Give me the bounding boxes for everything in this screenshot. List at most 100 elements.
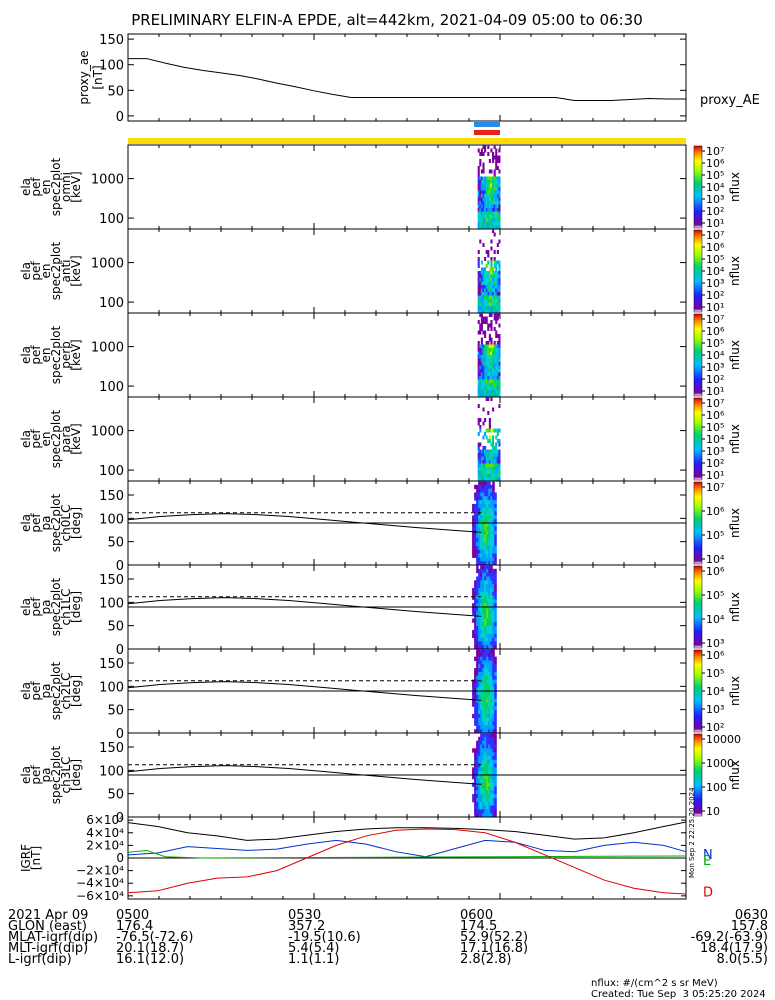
heatmap-cell (490, 372, 493, 377)
heatmap-cell (490, 393, 493, 398)
heatmap-cell (484, 358, 487, 363)
heatmap-cell (484, 295, 487, 300)
y-tick-label: 0 (116, 811, 124, 826)
heatmap-cell (487, 225, 490, 230)
heatmap-cell (476, 656, 479, 661)
heatmap-cell (495, 278, 498, 282)
heatmap-cell (478, 698, 481, 703)
colorbar-tick-label: 10⁴ (706, 181, 725, 194)
heatmap-cell (485, 292, 488, 296)
heatmap-cell (486, 503, 489, 509)
heatmap-cell (484, 645, 487, 650)
heatmap-cell (490, 299, 493, 303)
heatmap-cell (487, 344, 490, 349)
heatmap-cell (496, 166, 499, 170)
heatmap-cell (494, 503, 497, 509)
colorbar-tick-label: 10¹ (706, 469, 724, 482)
heatmap-cell (485, 477, 488, 482)
heatmap-cell (476, 675, 479, 681)
heatmap-cell (485, 344, 488, 349)
heatmap-cell (492, 755, 495, 761)
heatmap-cell (496, 306, 499, 310)
heatmap-cell (476, 801, 479, 807)
plot-timestamp: Mon Sep 2 22:25:20 2024 (688, 787, 696, 878)
heatmap-cell (474, 683, 477, 688)
y-tick-label: 4×10⁴ (86, 826, 124, 840)
heatmap-cell (480, 786, 483, 791)
footer-row-value: 157.8 (730, 919, 768, 934)
heatmap-cell (496, 176, 499, 181)
heatmap-cell (494, 538, 497, 543)
science-zone-bar-red (473, 130, 500, 135)
heatmap-cell (490, 694, 493, 700)
heatmap-cell (476, 687, 479, 692)
heatmap-cell (498, 302, 501, 307)
heatmap-cell (495, 376, 498, 380)
heatmap-cell (485, 306, 488, 310)
heatmap-cell (480, 515, 483, 520)
heatmap-cell (488, 729, 491, 734)
heatmap-cell (488, 687, 491, 692)
heatmap-cell (495, 306, 498, 310)
heatmap-cell (484, 477, 487, 482)
colorbar-tick-label: 10⁷ (706, 313, 724, 326)
heatmap-cell (480, 355, 483, 359)
heatmap-cell (485, 201, 488, 205)
y-axis-label: [keV] (69, 339, 83, 370)
heatmap-cell (482, 729, 485, 734)
heatmap-cell (482, 519, 485, 524)
heatmap-cell (484, 369, 487, 373)
heatmap-cell (484, 218, 487, 223)
heatmap-cell (490, 285, 493, 289)
heatmap-cell (487, 467, 490, 471)
heatmap-cell (495, 393, 498, 398)
heatmap-cell (488, 379, 491, 384)
heatmap-cell (480, 626, 483, 631)
heatmap-cell (488, 313, 491, 317)
heatmap-cell (496, 390, 499, 394)
heatmap-cell (480, 507, 483, 513)
heatmap-cell (484, 656, 487, 661)
heatmap-cell (492, 645, 495, 650)
heatmap-cell (485, 428, 488, 433)
heatmap-cell (498, 218, 501, 223)
heatmap-cell (496, 358, 499, 363)
heatmap-cell (472, 587, 475, 593)
heatmap-cell (490, 549, 493, 555)
y-axis-label: ela (19, 262, 33, 280)
heatmap-cell (495, 313, 498, 317)
heatmap-cell (495, 152, 498, 156)
heatmap-cell (474, 523, 477, 528)
legend-proxy-ae: proxy_AE (700, 93, 760, 108)
y-tick-label: 100 (99, 680, 124, 695)
heatmap-cell (484, 736, 487, 742)
y-axis-label: pa (39, 684, 53, 699)
heatmap-cell (490, 748, 493, 753)
heatmap-cell (494, 549, 497, 555)
heatmap-cell (488, 645, 491, 650)
heatmap-cell (487, 190, 490, 195)
colorbar-label: nflux (728, 256, 742, 286)
heatmap-cell (484, 775, 487, 780)
heatmap-cell (492, 633, 495, 639)
heatmap-cell (484, 717, 487, 723)
heatmap-cell (476, 618, 479, 623)
heatmap-cell (488, 515, 491, 520)
heatmap-cell (490, 649, 493, 654)
heatmap-cell (476, 591, 479, 597)
heatmap-cell (488, 618, 491, 623)
heatmap-cell (496, 208, 499, 212)
heatmap-cell (477, 187, 480, 191)
heatmap-cell (479, 222, 482, 226)
panel-frame (127, 312, 687, 398)
heatmap-cell (492, 595, 495, 600)
heatmap-cell (493, 176, 496, 181)
heatmap-cell (480, 500, 483, 505)
heatmap-cell (495, 183, 498, 188)
heatmap-cell (484, 740, 487, 745)
heatmap-cell (493, 351, 496, 356)
heatmap-cell (488, 702, 491, 707)
heatmap-cell (488, 565, 491, 570)
heatmap-cell (490, 622, 493, 627)
heatmap-cell (480, 813, 483, 818)
